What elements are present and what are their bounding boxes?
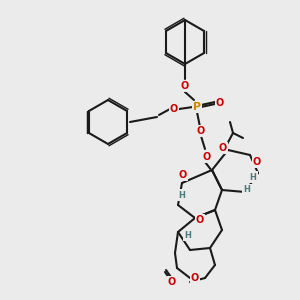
- Text: O: O: [191, 273, 199, 283]
- Text: O: O: [168, 277, 176, 287]
- Text: O: O: [216, 98, 224, 108]
- Text: O: O: [253, 157, 261, 167]
- Text: H: H: [178, 190, 185, 200]
- Text: H: H: [184, 230, 191, 239]
- Text: O: O: [197, 126, 205, 136]
- Text: O: O: [219, 143, 227, 153]
- Text: O: O: [196, 215, 204, 225]
- Text: H: H: [244, 185, 250, 194]
- Text: O: O: [179, 170, 187, 180]
- Text: P: P: [193, 102, 201, 112]
- Text: H: H: [250, 172, 256, 182]
- Text: O: O: [170, 104, 178, 114]
- Text: O: O: [203, 152, 211, 162]
- Text: O: O: [181, 81, 189, 91]
